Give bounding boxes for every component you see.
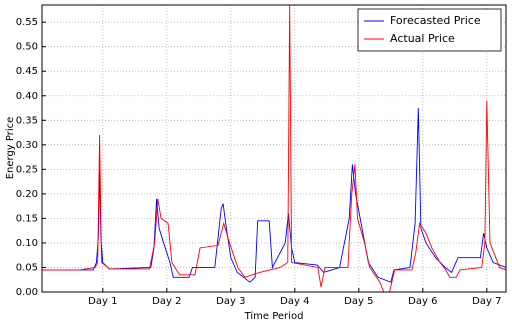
y-tick-label: 0.00: [16, 287, 38, 298]
y-tick-label: 0.20: [16, 189, 38, 200]
x-tick-label: Day 6: [408, 296, 437, 307]
data-line: [42, 108, 506, 283]
y-tick-label: 0.10: [16, 238, 38, 249]
y-tick-label: 0.15: [16, 213, 38, 224]
legend-label: Forecasted Price: [390, 14, 481, 27]
y-tick-label: 0.40: [16, 91, 38, 102]
x-tick-label: Day 5: [344, 296, 373, 307]
x-tick-label: Day 1: [88, 296, 117, 307]
y-tick-label: 0.55: [16, 17, 38, 28]
x-tick-label: Day 4: [280, 296, 309, 307]
x-axis-label: Time Period: [244, 311, 304, 322]
x-tick-label: Day 7: [472, 296, 501, 307]
plot-frame: [41, 4, 507, 293]
legend-label: Actual Price: [390, 32, 455, 45]
legend-box: [357, 8, 502, 52]
x-tick-label: Day 3: [216, 296, 245, 307]
data-line: [42, 5, 506, 292]
y-tick-label: 0.35: [16, 115, 38, 126]
y-tick-label: 0.25: [16, 164, 38, 175]
y-tick-label: 0.30: [16, 140, 38, 151]
y-axis-label: Energy Price: [5, 117, 16, 180]
y-tick-label: 0.45: [16, 66, 38, 77]
x-tick-label: Day 2: [152, 296, 181, 307]
y-tick-label: 0.50: [16, 42, 38, 53]
y-tick-label: 0.05: [16, 262, 38, 273]
